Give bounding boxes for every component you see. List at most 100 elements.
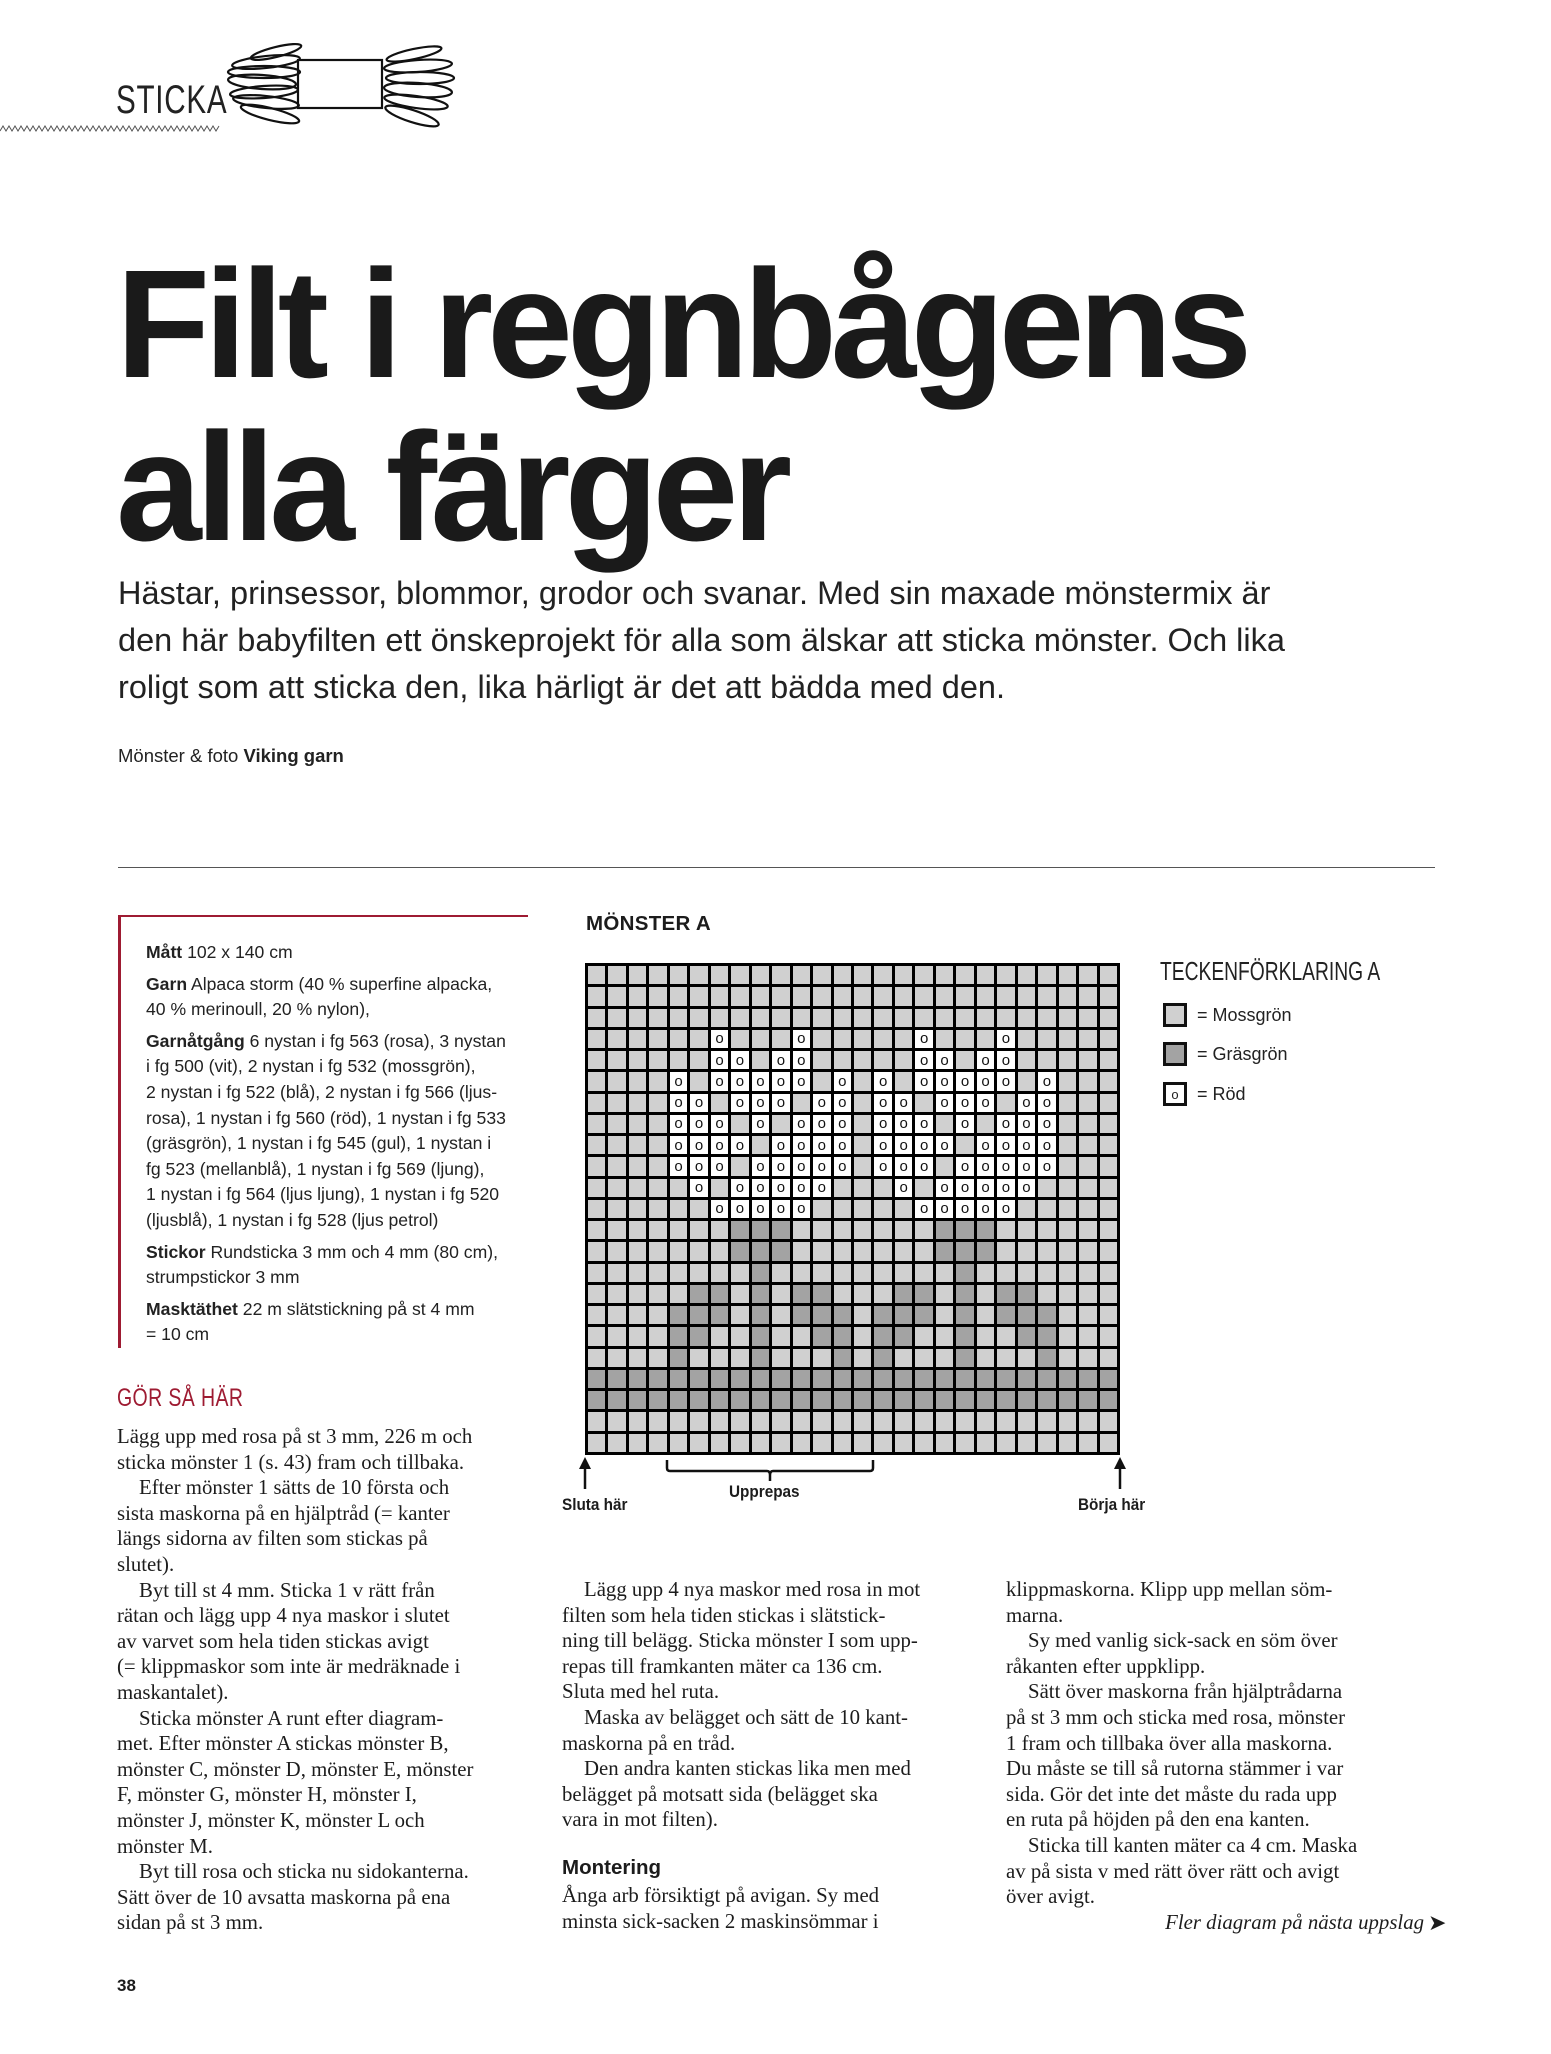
- chart-cell-mossgron: [976, 1263, 995, 1282]
- chart-cell-mossgron: [649, 987, 667, 1006]
- chart-cell-grasgron: [1017, 1284, 1036, 1304]
- fact-value-line: = 10 cm: [146, 1324, 210, 1345]
- chart-cell-mossgron: [853, 1221, 872, 1240]
- chart-cell-mossgron: [894, 1348, 913, 1367]
- chart-cell-mossgron: [935, 987, 954, 1006]
- chart-cell-mossgron: [997, 1433, 1015, 1452]
- chart-cell-rod: o: [874, 1072, 892, 1091]
- chart-cell-rod: o: [813, 1093, 831, 1112]
- chart-cell-rod: o: [915, 1157, 933, 1176]
- start-arrow-icon: [1114, 1457, 1126, 1489]
- chart-cell-mossgron: [792, 1433, 811, 1452]
- chart-cell-mossgron: [813, 1221, 831, 1240]
- chart-cell-grasgron: [710, 1284, 729, 1304]
- chart-cell-mossgron: [649, 1263, 667, 1282]
- chart-cell-rod: o: [731, 1178, 749, 1197]
- chart-cell-grasgron: [1079, 1391, 1097, 1410]
- chart-cell-mossgron: [997, 1327, 1015, 1346]
- fact-value-line: rosa), 1 nystan i fg 560 (röd), 1 nystan…: [146, 1107, 506, 1128]
- chart-cell-mossgron: [997, 1221, 1015, 1240]
- chart-cell-grasgron: [669, 1391, 688, 1410]
- chart-cell-grasgron: [935, 1221, 954, 1240]
- chart-cell-mossgron: [874, 1284, 892, 1304]
- chart-cell-mossgron: [853, 1263, 872, 1282]
- chart-cell-grasgron: [1017, 1391, 1036, 1410]
- chart-cell-rod: o: [935, 1136, 954, 1155]
- chart-cell-mossgron: [1079, 1221, 1097, 1240]
- chart-cell-mossgron: [874, 987, 892, 1006]
- chart-cell-mossgron: [608, 1306, 626, 1325]
- fact-value-line: 102 x 140 cm: [187, 942, 293, 962]
- chart-cell-grasgron: [997, 1391, 1015, 1410]
- chart-cell-mossgron: [894, 1029, 913, 1049]
- chart-cell-rod: o: [710, 1199, 729, 1219]
- chart-cell-mossgron: [915, 1263, 933, 1282]
- fact-value-line: (gräsgrön), 1 nystan i fg 545 (gul), 1 n…: [146, 1133, 492, 1154]
- chart-cell-grasgron: [915, 1306, 933, 1325]
- chart-cell-grasgron: [1038, 1391, 1056, 1410]
- chart-cell-rod: o: [956, 1178, 974, 1197]
- chart-cell-mossgron: [915, 1221, 933, 1240]
- text-line: sista maskorna på en hjälptråd (= kanter: [117, 1501, 450, 1525]
- chart-cell-mossgron: [628, 1136, 647, 1155]
- chart-cell-mossgron: [792, 1412, 811, 1431]
- chart-cell-mossgron: [853, 1008, 872, 1027]
- chart-cell-rod: o: [894, 1178, 913, 1197]
- chart-cell-rod: o: [731, 1093, 749, 1112]
- chart-cell-rod: o: [1017, 1114, 1036, 1134]
- text-line: Sy med vanlig sick-sack en söm över: [1028, 1629, 1338, 1653]
- chart-cell-mossgron: [588, 1433, 606, 1452]
- chart-cell-rod: o: [935, 1178, 954, 1197]
- chart-cell-mossgron: [1038, 1263, 1056, 1282]
- text-line: (= klippmaskor som inte är medräknade i: [117, 1655, 461, 1679]
- chart-cell-mossgron: [1099, 1178, 1117, 1197]
- chart-cell-mossgron: [751, 1136, 770, 1155]
- chart-cell-rod: o: [915, 1029, 933, 1049]
- chart-cell-mossgron: [813, 1199, 831, 1219]
- chart-cell-grasgron: [731, 1391, 749, 1410]
- chart-cell-rod: o: [894, 1157, 913, 1176]
- chart-cell-mossgron: [1079, 1284, 1097, 1304]
- chart-cell-mossgron: [608, 1199, 626, 1219]
- chart-cell-mossgron: [731, 1114, 749, 1134]
- text-line: Sluta med hel ruta.: [562, 1680, 720, 1704]
- chart-cell-grasgron: [997, 1306, 1015, 1325]
- fact-label: Mått: [146, 942, 183, 962]
- chart-cell-grasgron: [874, 1327, 892, 1346]
- fact-4: Masktäthet 22 m slätstickning på st 4 mm…: [146, 1297, 528, 1348]
- chart-cell-grasgron: [1058, 1369, 1077, 1389]
- text-line: av på sista v med rätt över rätt och avi…: [1006, 1859, 1340, 1883]
- chart-cell-mossgron: [751, 1433, 770, 1452]
- chart-cell-mossgron: [1017, 1199, 1036, 1219]
- chart-cell-mossgron: [1038, 1242, 1056, 1261]
- chart-cell-mossgron: [956, 1136, 974, 1155]
- chart-cell-mossgron: [1079, 1306, 1097, 1325]
- instructions-column-left: Lägg upp med rosa på st 3 mm, 226 m och s…: [117, 1424, 473, 1936]
- chart-cell-grasgron: [628, 1391, 647, 1410]
- chart-cell-grasgron: [649, 1391, 667, 1410]
- chart-cell-mossgron: [853, 1178, 872, 1197]
- chart-cell-mossgron: [874, 1433, 892, 1452]
- text-line: klippmaskorna. Klipp upp mellan söm-: [1006, 1578, 1333, 1601]
- chart-cell-mossgron: [669, 1284, 688, 1304]
- legend-swatch: [1163, 1042, 1187, 1066]
- chart-cell-mossgron: [956, 1051, 974, 1070]
- chart-cell-mossgron: [710, 1093, 729, 1112]
- chart-cell-mossgron: [792, 1008, 811, 1027]
- legend-label: = Mossgrön: [1197, 1004, 1292, 1025]
- chart-cell-mossgron: [894, 1412, 913, 1431]
- chart-cell-mossgron: [853, 1029, 872, 1049]
- chart-cell-mossgron: [1099, 1093, 1117, 1112]
- chart-cell-mossgron: [1099, 987, 1117, 1006]
- chart-cell-rod: o: [1017, 1157, 1036, 1176]
- fact-label: Stickor: [146, 1241, 206, 1262]
- chart-cell-grasgron: [853, 1391, 872, 1410]
- chart-cell-rod: o: [669, 1093, 688, 1112]
- chart-cell-mossgron: [997, 966, 1015, 985]
- paragraph: Lägg upp med rosa på st 3 mm, 226 m och s…: [117, 1424, 473, 1475]
- chart-cell-mossgron: [1079, 1433, 1097, 1452]
- chart-cell-grasgron: [772, 1391, 790, 1410]
- intro-line: den här babyfilten ett önskeprojekt för …: [118, 622, 1285, 658]
- chart-cell-mossgron: [649, 1157, 667, 1176]
- chart-cell-rod: o: [874, 1093, 892, 1112]
